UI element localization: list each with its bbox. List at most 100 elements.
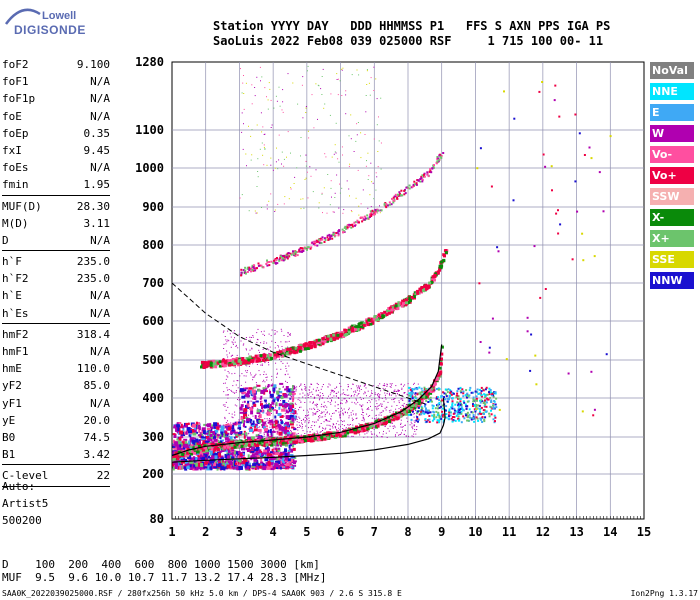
echo-point <box>462 415 465 418</box>
echo-point <box>439 370 443 374</box>
echo-point <box>322 427 324 429</box>
echo-point <box>291 440 294 444</box>
echo-point <box>306 431 308 433</box>
echo-point <box>289 376 291 378</box>
echo-point <box>348 415 350 417</box>
y-tick-label: 600 <box>142 314 164 328</box>
echo-point <box>240 444 244 448</box>
echo-point <box>246 405 248 407</box>
echo-point <box>245 442 248 446</box>
echo-point <box>233 436 236 439</box>
x-tick-label: 15 <box>637 525 651 539</box>
echo-point <box>234 366 236 368</box>
echo-point <box>416 407 418 409</box>
echo-point <box>253 458 258 462</box>
echo-point <box>332 423 334 425</box>
echo-point <box>223 330 225 332</box>
y-tick-label: 300 <box>142 430 164 444</box>
echo-point <box>231 424 235 429</box>
echo-point <box>236 422 238 424</box>
echo-point <box>316 394 318 396</box>
echo-point <box>227 376 229 378</box>
echo-point <box>275 452 280 456</box>
echo-point <box>403 410 407 414</box>
param-row: h`E N/A <box>2 287 110 304</box>
echo-point <box>440 264 444 268</box>
echo-point <box>190 452 194 456</box>
echo-point <box>193 456 195 460</box>
param-value: N/A <box>90 109 110 123</box>
echo-point <box>451 397 454 400</box>
echo-point <box>255 444 259 447</box>
echo-point <box>339 415 341 417</box>
echo-point <box>292 398 294 400</box>
echo-point <box>360 405 362 407</box>
echo-point <box>360 398 362 400</box>
x-tick-label: 12 <box>536 525 550 539</box>
echo-point <box>279 444 282 447</box>
echo-point <box>226 360 230 364</box>
echo-point <box>451 392 454 394</box>
echo-point <box>313 401 314 403</box>
echo-point <box>240 408 242 410</box>
echo-point <box>250 390 254 395</box>
echo-point <box>178 436 182 441</box>
echo-point <box>371 409 373 411</box>
echo-point <box>446 391 449 394</box>
echo-point <box>237 387 239 389</box>
echo-point <box>384 425 386 427</box>
echo-point <box>397 393 398 395</box>
echo-point <box>222 359 225 363</box>
echo-point <box>321 403 323 405</box>
echo-point <box>242 425 244 427</box>
echo-point <box>346 399 347 401</box>
echo-point <box>361 426 365 430</box>
echo-point <box>485 397 488 400</box>
echo-point <box>255 451 259 454</box>
echo-point <box>239 453 243 457</box>
echo-point <box>268 409 272 412</box>
echo-point <box>319 425 321 427</box>
echo-point <box>213 424 217 429</box>
echo-point <box>347 435 349 437</box>
echo-point <box>313 407 315 409</box>
echo-point <box>258 370 260 372</box>
echo-point <box>251 465 256 468</box>
echo-point <box>246 406 248 408</box>
echo-point <box>257 408 259 410</box>
echo-point <box>472 391 475 394</box>
echo-point <box>231 416 233 418</box>
echo-point <box>260 358 264 361</box>
echo-point <box>311 408 313 410</box>
echo-point <box>448 411 451 414</box>
echo-point <box>176 424 181 428</box>
echo-point <box>280 354 284 358</box>
echo-point <box>450 393 453 396</box>
echo-point <box>234 440 238 444</box>
echo-point <box>331 391 333 392</box>
echo-point <box>258 433 260 435</box>
param-value: 85.0 <box>83 379 111 393</box>
echo-point <box>392 393 394 395</box>
echo-point <box>287 391 289 392</box>
echo-point <box>360 389 362 390</box>
echo-point <box>495 397 498 400</box>
echo-point <box>207 360 211 364</box>
echo-point <box>306 347 310 350</box>
echo-point <box>248 353 250 355</box>
echo-point <box>234 431 239 434</box>
echo-point <box>187 463 192 466</box>
echo-point <box>182 427 185 431</box>
echo-point <box>290 410 295 413</box>
echo-point <box>214 455 218 460</box>
echo-point <box>172 462 176 467</box>
param-row: h`Es N/A <box>2 305 110 322</box>
echo-point <box>445 405 448 408</box>
echo-point <box>357 430 360 434</box>
echo-point <box>316 430 318 432</box>
echo-point <box>258 449 261 454</box>
echo-point <box>276 331 278 333</box>
echo-point <box>195 457 198 462</box>
echo-point <box>230 446 234 450</box>
echo-point <box>472 414 475 417</box>
